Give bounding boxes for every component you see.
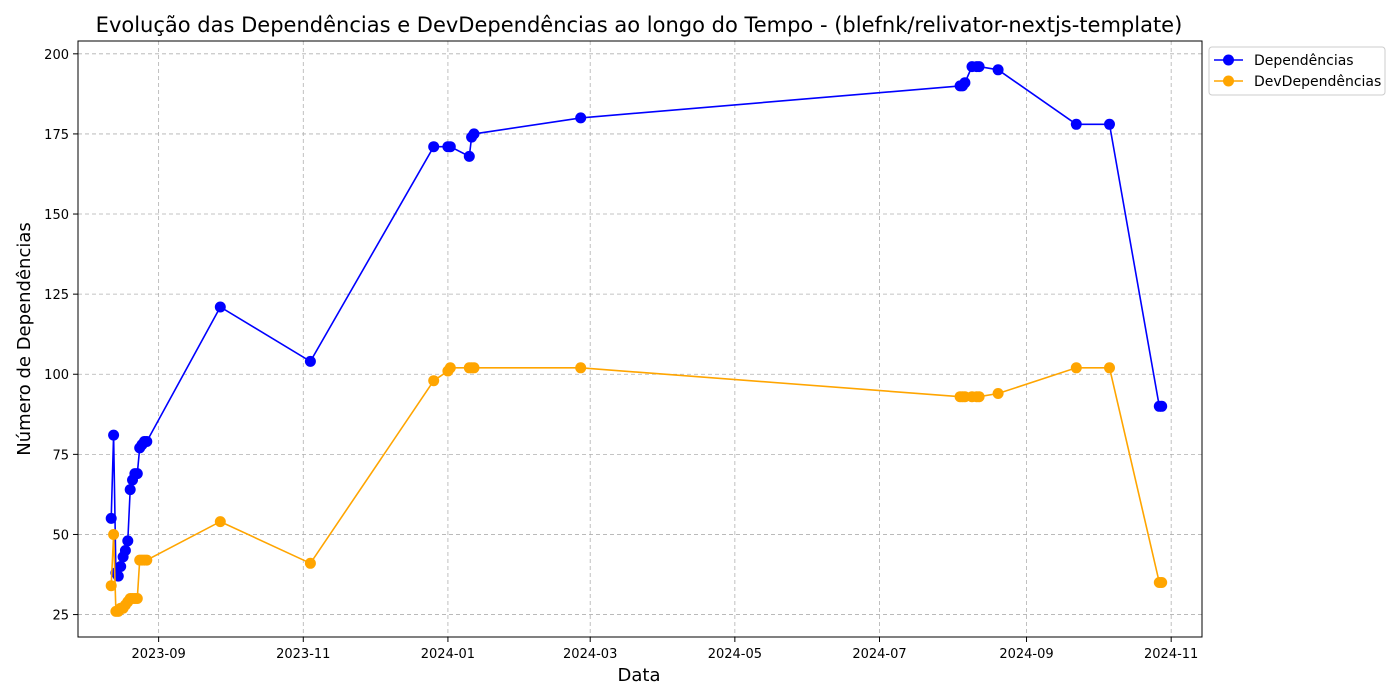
data-point [1104, 118, 1115, 130]
data-point [1070, 362, 1082, 374]
x-tick-label: 2024-07 [852, 647, 906, 662]
x-tick-label: 2024-09 [999, 647, 1053, 662]
legend: Dependências DevDependências [1208, 46, 1386, 96]
data-point [463, 150, 475, 162]
data-point [108, 429, 120, 441]
data-point [119, 545, 131, 556]
y-tick-label: 100 [44, 368, 69, 383]
data-point [141, 554, 153, 566]
x-tick-label: 2024-01 [421, 647, 475, 662]
series-line [110, 366, 1162, 613]
x-tick-label: 2024-03 [563, 647, 617, 662]
data-point [575, 112, 587, 124]
series-2 [105, 362, 1168, 617]
x-axis-label: Data [618, 665, 661, 686]
data-point [108, 529, 120, 540]
x-tick-label: 2024-05 [708, 647, 762, 662]
data-point [124, 484, 136, 496]
series-line [110, 65, 1162, 578]
y-axis-label: Número de Dependências [14, 222, 35, 456]
data-point [992, 64, 1004, 76]
data-point [992, 388, 1004, 399]
data-point [973, 61, 985, 73]
y-tick-label: 50 [52, 528, 69, 543]
legend-entry: Dependências [1254, 53, 1354, 69]
y-tick-label: 25 [52, 609, 69, 624]
data-point [444, 141, 456, 153]
data-point [973, 391, 985, 403]
data-point [214, 516, 226, 528]
chart-title: Evolução das Dependências e DevDependênc… [96, 13, 1183, 37]
x-tick-label: 2024-11 [1144, 647, 1198, 662]
y-axis: 25 50 75 100 125 150 175 200 [44, 48, 78, 624]
data-point [105, 580, 117, 592]
y-tick-label: 200 [44, 48, 69, 63]
data-point [115, 561, 127, 572]
data-point [1156, 577, 1168, 588]
data-point [1070, 118, 1082, 130]
legend-box [1208, 46, 1386, 96]
y-tick-label: 175 [44, 128, 69, 143]
data-point [105, 512, 117, 524]
y-tick-label: 125 [44, 288, 69, 303]
data-point [304, 355, 316, 367]
legend-marker [1223, 75, 1234, 87]
data-point [304, 557, 316, 569]
data-point [468, 362, 480, 374]
grid [78, 41, 1202, 637]
data-point [131, 593, 143, 604]
data-point [444, 362, 456, 374]
legend-entry: DevDependências [1254, 74, 1381, 90]
data-point [122, 535, 134, 547]
series-layer [105, 61, 1168, 617]
data-point [428, 141, 440, 153]
data-point [131, 468, 143, 480]
data-point [575, 362, 587, 374]
x-tick-label: 2023-11 [276, 647, 330, 662]
legend-marker [1223, 54, 1234, 66]
x-axis: 2023-09 2023-11 2024-01 2024-03 2024-05 2024-… [131, 637, 1198, 662]
series-1 [105, 61, 1168, 582]
data-point [1156, 400, 1168, 412]
plot-area-frame [77, 40, 1203, 638]
data-point [428, 375, 440, 387]
data-point [141, 436, 153, 447]
data-point [468, 128, 480, 140]
data-point [959, 77, 971, 89]
x-tick-label: 2023-09 [131, 647, 185, 662]
data-point [214, 301, 226, 313]
y-tick-label: 150 [44, 208, 69, 223]
y-tick-label: 75 [52, 448, 69, 463]
data-point [1104, 362, 1115, 374]
